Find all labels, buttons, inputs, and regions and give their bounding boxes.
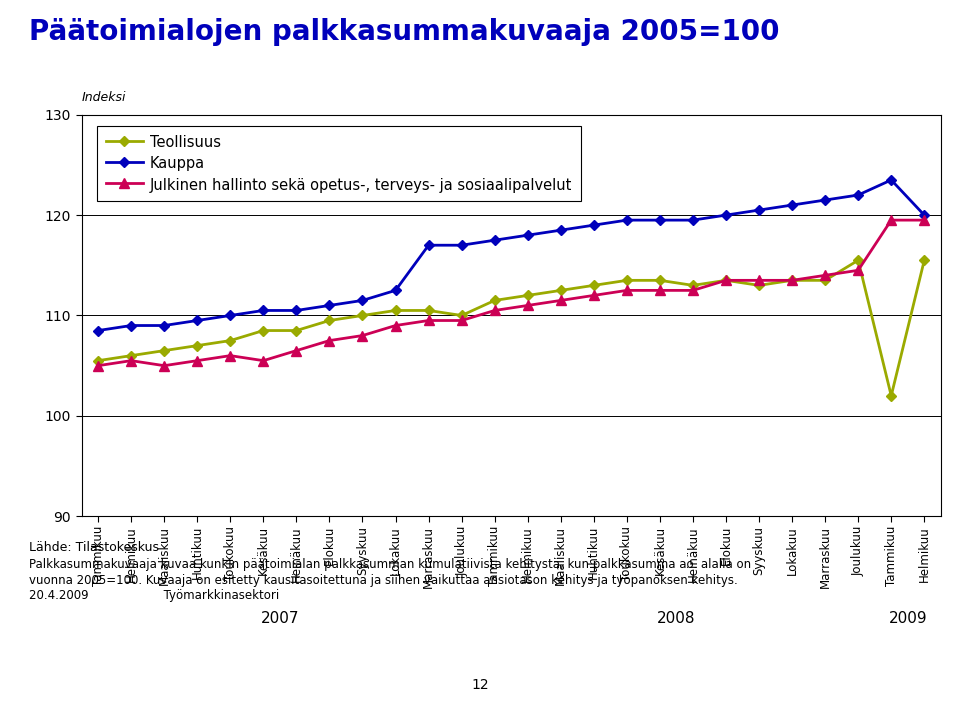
Text: 2009: 2009: [888, 611, 927, 626]
Text: Palkkasummakuvaaja kuvaa kunkin päätoimialan palkkasumman kumulatiivista kehitys: Palkkasummakuvaaja kuvaa kunkin päätoimi…: [29, 558, 751, 571]
Text: 12: 12: [471, 678, 489, 692]
Text: Päätoimialojen palkkasummakuvaaja 2005=100: Päätoimialojen palkkasummakuvaaja 2005=1…: [29, 18, 780, 46]
Text: 2008: 2008: [658, 611, 696, 626]
Text: Indeksi: Indeksi: [82, 91, 126, 104]
Text: 2007: 2007: [260, 611, 300, 626]
Text: 20.4.2009                    Työmarkkinasektori: 20.4.2009 Työmarkkinasektori: [29, 589, 279, 602]
Legend: Teollisuus, Kauppa, Julkinen hallinto sekä opetus-, terveys- ja sosiaalipalvelut: Teollisuus, Kauppa, Julkinen hallinto se…: [98, 126, 581, 201]
Text: vuonna 2005=100. Kuvaaja on esitetty kausitasoitettuna ja siihen vaikuttaa ansio: vuonna 2005=100. Kuvaaja on esitetty kau…: [29, 574, 737, 587]
Text: Lähde: Tilastokeskus: Lähde: Tilastokeskus: [29, 541, 158, 554]
